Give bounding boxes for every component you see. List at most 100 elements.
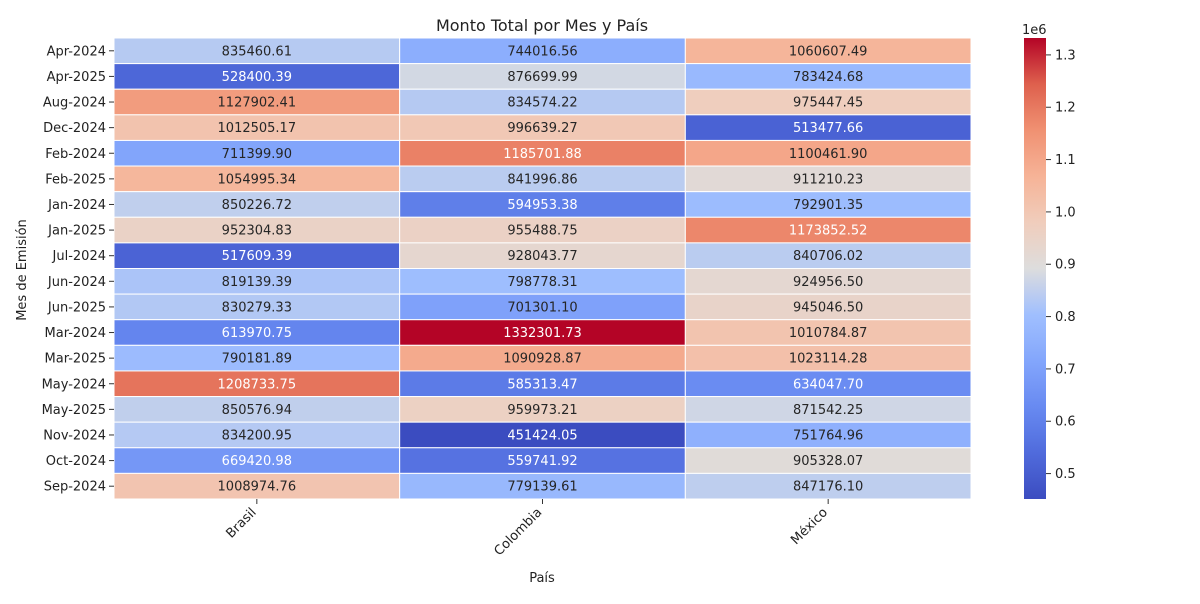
colorbar-tick-label: 1.2 <box>1055 101 1076 116</box>
x-axis-label: País <box>529 571 555 586</box>
y-tick-label: Jan-2025 <box>47 224 106 239</box>
cell-value-label: 840706.02 <box>793 249 863 264</box>
cell-value-label: 835460.61 <box>222 44 292 59</box>
cell-value-label: 1173852.52 <box>789 224 868 239</box>
heatmap-cell <box>399 139 686 167</box>
cell-value-label: 634047.70 <box>793 377 863 392</box>
cell-value-label: 585313.47 <box>507 377 577 392</box>
cell-value-label: 996639.27 <box>507 121 577 136</box>
cell-value-label: 911210.23 <box>793 172 863 187</box>
cell-value-label: 955488.75 <box>507 224 577 239</box>
colorbar-tick-label: 0.9 <box>1055 258 1076 273</box>
heatmap-cell <box>684 293 972 321</box>
y-axis-label: Mes de Emisión <box>15 219 30 321</box>
colorbar-tick-label: 0.5 <box>1055 467 1076 482</box>
x-tick-label: México <box>788 505 831 548</box>
heatmap-cell <box>684 114 972 141</box>
cell-value-label: 871542.25 <box>793 403 863 418</box>
cell-value-label: 830279.33 <box>222 300 292 315</box>
heatmap-cell <box>684 268 972 295</box>
y-tick-label: Jan-2024 <box>47 198 106 213</box>
heatmap-cell <box>399 421 686 449</box>
cell-value-label: 594953.38 <box>507 198 577 213</box>
cell-value-label: 850226.72 <box>222 198 292 213</box>
cell-value-label: 975447.45 <box>793 96 863 111</box>
heatmap-cell <box>113 421 401 449</box>
heatmap-cell <box>113 191 401 218</box>
colorbar-tick-label: 1.3 <box>1055 48 1076 63</box>
cell-value-label: 669420.98 <box>222 454 292 469</box>
cell-value-label: 798778.31 <box>507 275 577 290</box>
x-tick-label: Brasil <box>223 505 259 541</box>
cell-value-label: 744016.56 <box>507 44 577 59</box>
heatmap-cell <box>684 37 972 65</box>
cell-value-label: 841996.86 <box>507 172 577 187</box>
heatmap-cell <box>684 396 972 423</box>
cell-value-label: 847176.10 <box>793 480 863 495</box>
heatmap-cell <box>684 370 972 398</box>
cell-value-label: 711399.90 <box>222 147 292 162</box>
colorbar-tick-label: 1.0 <box>1055 205 1076 220</box>
cell-value-label: 517609.39 <box>222 249 292 264</box>
cell-value-label: 790181.89 <box>222 352 292 367</box>
cell-value-label: 1208733.75 <box>218 377 297 392</box>
heatmap-cell <box>113 268 401 295</box>
heatmap-cell <box>113 447 401 474</box>
heatmap-cell <box>684 165 972 193</box>
heatmap-cell <box>684 344 972 372</box>
heatmap-cell <box>113 216 401 244</box>
cell-value-label: 751764.96 <box>793 428 863 443</box>
y-tick-label: Aug-2024 <box>43 96 106 111</box>
heatmap-cell <box>684 63 972 90</box>
x-tick-label: Colombia <box>492 505 546 559</box>
heatmap-cell <box>399 88 686 116</box>
cell-value-label: 819139.39 <box>222 275 292 290</box>
heatmap-cell <box>399 165 686 193</box>
cell-value-label: 1185701.88 <box>503 147 582 162</box>
y-tick-label: Apr-2025 <box>47 70 106 85</box>
heatmap-cell <box>399 472 686 500</box>
cell-value-label: 834200.95 <box>222 428 292 443</box>
heatmap-cell <box>399 447 686 474</box>
y-tick-labels: Apr-2024 Apr-2025 Aug-2024 Dec-2024 Feb-2024… <box>42 44 114 495</box>
cell-value-label: 834574.22 <box>507 96 577 111</box>
cell-value-label: 1100461.90 <box>789 147 868 162</box>
chart-title: Monto Total por Mes y País <box>436 16 648 35</box>
heatmap-cell <box>684 421 972 449</box>
cell-value-label: 559741.92 <box>507 454 577 469</box>
y-tick-label: Mar-2025 <box>45 352 106 367</box>
cell-value-label: 701301.10 <box>507 300 577 315</box>
colorbar-offset-label: 1e6 <box>1022 23 1047 38</box>
heatmap-cell <box>113 344 401 372</box>
heatmap-cell <box>399 268 686 295</box>
colorbar-gradient <box>1024 38 1046 499</box>
cell-value-label: 451424.05 <box>507 428 577 443</box>
y-tick-label: Jun-2025 <box>47 300 106 315</box>
y-tick-label: May-2024 <box>42 377 106 392</box>
heatmap-cell <box>113 114 401 141</box>
y-tick-label: Feb-2025 <box>45 172 106 187</box>
heatmap-cell <box>113 370 401 398</box>
y-tick-label: Apr-2024 <box>47 44 106 59</box>
colorbar-tick-label: 1.1 <box>1055 153 1076 168</box>
cell-value-label: 613970.75 <box>222 326 292 341</box>
heatmap-cell <box>684 216 972 244</box>
cell-value-label: 952304.83 <box>222 224 292 239</box>
cell-value-label: 1090928.87 <box>503 352 582 367</box>
colorbar-tick-label: 0.7 <box>1055 362 1076 377</box>
cell-value-label: 1008974.76 <box>218 480 297 495</box>
heatmap-cell <box>399 216 686 244</box>
colorbar-tick-label: 0.6 <box>1055 415 1076 430</box>
y-tick-label: Oct-2024 <box>46 454 106 469</box>
heatmap-cell <box>399 191 686 218</box>
heatmap-cell <box>399 37 686 65</box>
heatmap-cell <box>684 191 972 218</box>
heatmap-cell <box>113 396 401 423</box>
cell-value-label: 928043.77 <box>507 249 577 264</box>
cell-value-label: 1127902.41 <box>218 96 297 111</box>
cell-value-label: 1054995.34 <box>218 172 297 187</box>
y-tick-label: Sep-2024 <box>44 480 106 495</box>
cell-value-label: 779139.61 <box>507 480 577 495</box>
